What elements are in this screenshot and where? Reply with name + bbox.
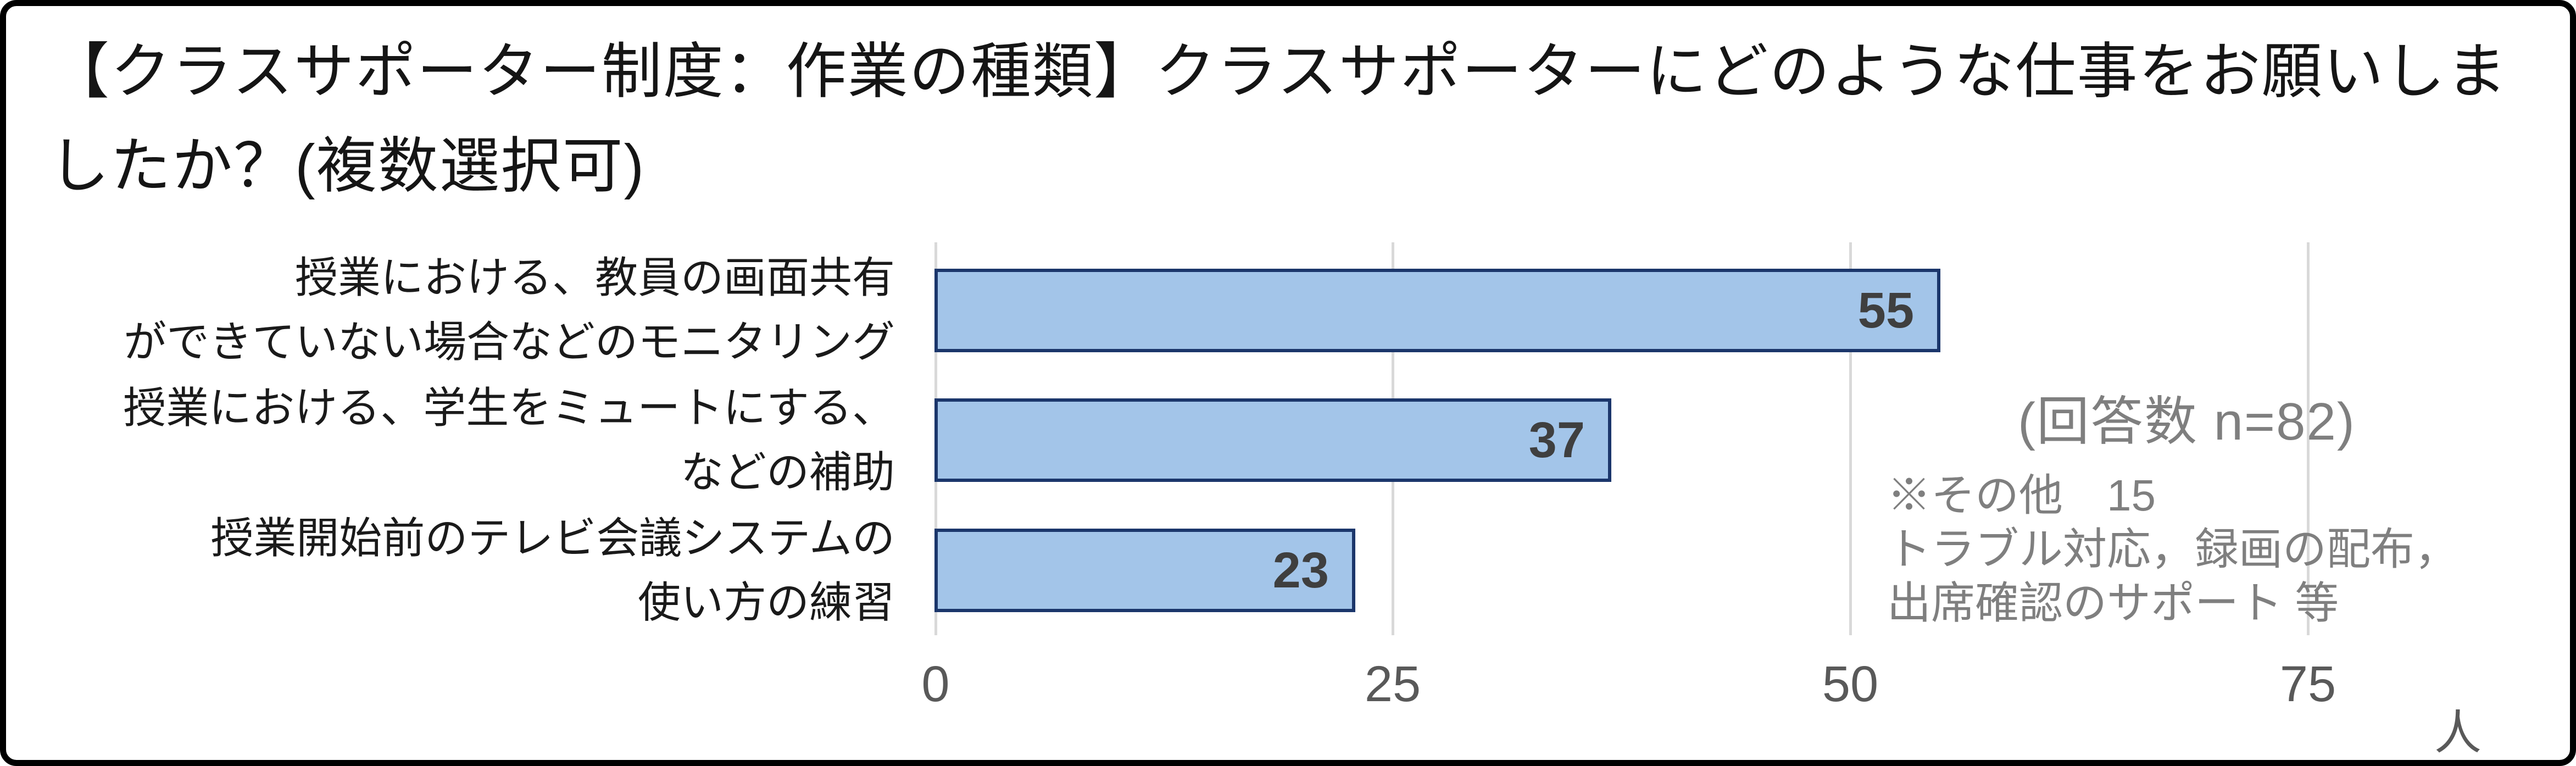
other-note-line: トラブル対応，録画の配布， bbox=[1887, 525, 2458, 574]
gridline-50 bbox=[1849, 242, 1852, 635]
bar-value-label: 55 bbox=[1857, 282, 1914, 338]
category-label-line: 授業における、教員の画面共有 bbox=[294, 253, 895, 302]
x-tick-label-0: 0 bbox=[921, 656, 950, 712]
bar-monitoring: 55 bbox=[934, 269, 1940, 352]
respondents-note: (回答数 n=82) bbox=[2018, 392, 2356, 451]
chart-title-line-1: 【クラスサポーター制度：作業の種類】クラスサポーターにどのような仕事をお願いしま bbox=[49, 38, 2508, 106]
category-label-line: 使い方の練習 bbox=[637, 578, 895, 626]
category-label-line: 授業開始前のテレビ会議システムの bbox=[210, 514, 895, 562]
other-note-line: ※その他 15 bbox=[1887, 471, 2156, 520]
bar-mute-assist: 37 bbox=[934, 398, 1611, 482]
gridline-75 bbox=[2307, 242, 2310, 635]
category-label-monitoring: 授業における、教員の画面共有 ができていない場合などのモニタリング bbox=[39, 246, 895, 374]
category-label-practice: 授業開始前のテレビ会議システムの 使い方の練習 bbox=[39, 506, 895, 635]
category-label-line: ができていない場合などのモニタリング bbox=[123, 318, 895, 366]
plot-area: 55 37 23 0 25 50 75 bbox=[921, 242, 2530, 712]
other-note-line: 出席確認のサポート 等 bbox=[1887, 579, 2339, 628]
category-label-mute-assist: 授業における、学生をミュートにする、 などの補助 bbox=[39, 376, 895, 504]
bar-practice: 23 bbox=[934, 529, 1355, 612]
other-responses-note: ※その他 15 トラブル対応，録画の配布， 出席確認のサポート 等 bbox=[1887, 469, 2458, 630]
category-label-line: 授業における、学生をミュートにする、 bbox=[123, 384, 895, 432]
x-tick-label-50: 50 bbox=[1822, 656, 1879, 712]
chart-title: 【クラスサポーター制度：作業の種類】クラスサポーターにどのような仕事をお願いしま… bbox=[49, 25, 2532, 214]
bar-value-label: 23 bbox=[1272, 542, 1329, 598]
chart-title-line-2: したか？(複数選択可) bbox=[49, 132, 646, 200]
category-label-line: などの補助 bbox=[680, 448, 895, 496]
x-tick-label-25: 25 bbox=[1364, 656, 1421, 712]
bar-value-label: 37 bbox=[1528, 412, 1585, 468]
x-tick-label-75: 75 bbox=[2279, 656, 2336, 712]
x-axis-unit-label: 人 bbox=[2434, 707, 2482, 759]
